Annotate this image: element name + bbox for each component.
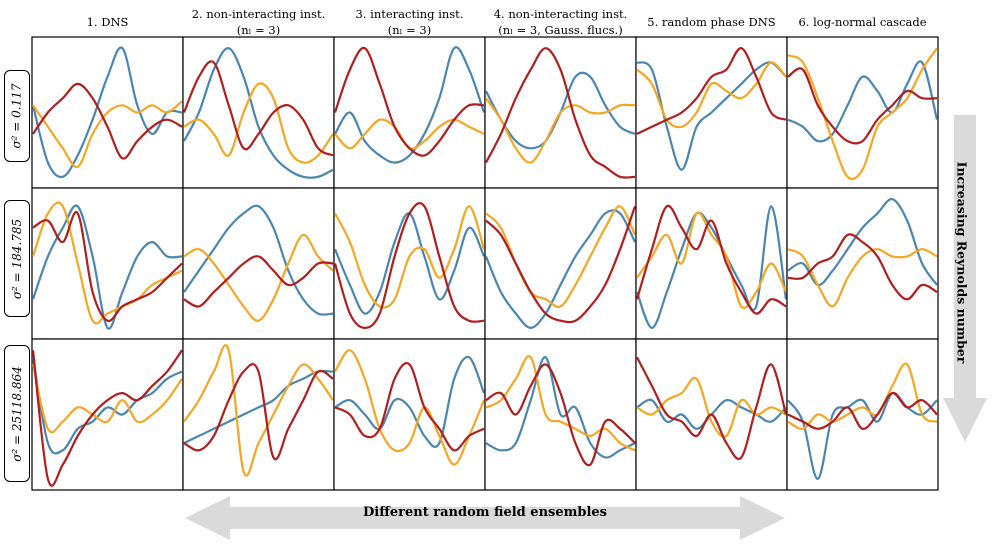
- column-title-4: 4. non-interacting inst. (nₗ = 3, Gauss.…: [485, 6, 636, 38]
- right-arrow-label: Increasing Reynolds number: [950, 150, 974, 375]
- line-blue-r3-c3: [334, 355, 486, 448]
- line-red-r2-c5: [635, 204, 787, 315]
- line-red-r3-c6: [787, 392, 938, 430]
- bottom-arrow-label: Different random field ensembles: [363, 505, 607, 520]
- line-orange-r2-c6: [787, 248, 938, 308]
- line-red-r1-c4: [485, 47, 636, 179]
- line-red-r3-c5: [636, 356, 788, 460]
- line-red-r3-c2: [183, 362, 334, 461]
- line-orange-r3-c6: [787, 362, 938, 430]
- line-red-r2-c1: [32, 211, 183, 323]
- line-blue-r1-c3: [334, 46, 486, 164]
- panel-frame-r2-c4: [484, 187, 637, 340]
- line-blue-r2-c4: [484, 209, 636, 329]
- panel-frame-r2-c2: [182, 187, 335, 340]
- line-orange-r2-c1: [31, 201, 183, 325]
- line-orange-r3-c3: [334, 349, 486, 466]
- panel-frame-r3-c6: [786, 338, 939, 491]
- line-blue-r1-c6: [787, 60, 939, 143]
- column-title-1-line1: 1. DNS: [86, 15, 129, 29]
- line-blue-r3-c2: [183, 369, 334, 445]
- line-orange-r3-c5: [636, 376, 787, 438]
- line-red-r2-c4: [485, 205, 637, 324]
- row-label-2: σ² = 184.785: [4, 200, 30, 317]
- line-red-r2-c2: [183, 255, 334, 308]
- line-red-r2-c6: [787, 233, 938, 301]
- line-orange-r3-c4: [485, 355, 636, 452]
- line-red-r2-c3: [333, 202, 485, 329]
- line-red-r1-c6: [787, 67, 938, 145]
- line-blue-r2-c2: [183, 204, 334, 316]
- line-orange-r3-c1: [31, 364, 183, 434]
- line-orange-r3-c2: [183, 344, 334, 477]
- row-label-3: σ² = 25118.864: [4, 345, 30, 482]
- line-orange-r2-c3: [334, 205, 486, 309]
- panel-frame-r2-c6: [786, 187, 939, 340]
- line-orange-r1-c6: [787, 47, 938, 180]
- line-orange-r1-c4: [485, 97, 636, 164]
- line-blue-r3-c6: [787, 391, 938, 481]
- panel-frame-r2-c1: [31, 187, 184, 340]
- panel-frame-r1-c2: [182, 36, 335, 189]
- column-title-5-line1: 5. random phase DNS: [647, 15, 776, 29]
- panel-frame-r1-c3: [333, 36, 486, 189]
- line-orange-r2-c5: [636, 211, 787, 309]
- line-orange-r1-c2: [183, 82, 334, 164]
- line-red-r3-c4: [485, 363, 636, 467]
- line-red-r1-c5: [636, 47, 787, 135]
- panel-frame-r1-c6: [786, 36, 939, 189]
- line-orange-r1-c5: [636, 61, 787, 129]
- column-title-3-line1: 3. interacting inst.: [355, 7, 464, 21]
- line-red-r1-c3: [333, 46, 485, 157]
- column-title-6-line1: 6. log-normal cascade: [798, 15, 927, 29]
- column-title-4-line1: 4. non-interacting inst.: [493, 7, 628, 21]
- column-title-6: 6. log-normal cascade: [787, 6, 938, 30]
- right-arrow-label-text: Increasing Reynolds number: [954, 161, 970, 364]
- panel-frame-r3-c2: [182, 338, 335, 491]
- line-blue-r2-c5: [635, 205, 788, 329]
- line-blue-r2-c1: [31, 204, 183, 330]
- column-title-2-line2: (nₗ = 3): [236, 23, 281, 37]
- column-title-4-line2: (nₗ = 3, Gauss. flucs.): [498, 23, 623, 37]
- line-blue-r1-c1: [31, 46, 183, 179]
- column-title-2: 2. non-interacting inst. (nₗ = 3): [183, 6, 334, 38]
- line-red-r3-c1: [31, 349, 183, 487]
- column-title-2-line1: 2. non-interacting inst.: [191, 7, 326, 21]
- line-red-r3-c3: [334, 362, 485, 452]
- line-blue-r3-c4: [485, 356, 636, 459]
- line-orange-r2-c2: [183, 233, 334, 322]
- line-blue-r1-c2: [183, 47, 334, 179]
- line-blue-r2-c6: [787, 198, 938, 287]
- line-blue-r3-c1: [31, 357, 183, 455]
- line-red-r1-c2: [182, 60, 334, 157]
- row-label-1: σ² = 0.117: [4, 70, 30, 162]
- column-title-1: 1. DNS: [32, 6, 183, 30]
- panel-frame-r3-c1: [31, 338, 184, 491]
- column-title-3-line2: (nₗ = 3): [387, 23, 432, 37]
- bottom-arrow-shape: [185, 496, 785, 540]
- line-orange-r1-c1: [32, 100, 183, 169]
- line-red-r1-c1: [32, 82, 183, 160]
- column-title-5: 5. random phase DNS: [636, 6, 787, 30]
- column-title-3: 3. interacting inst. (nₗ = 3): [334, 6, 485, 38]
- right-arrow-shape: [943, 115, 987, 442]
